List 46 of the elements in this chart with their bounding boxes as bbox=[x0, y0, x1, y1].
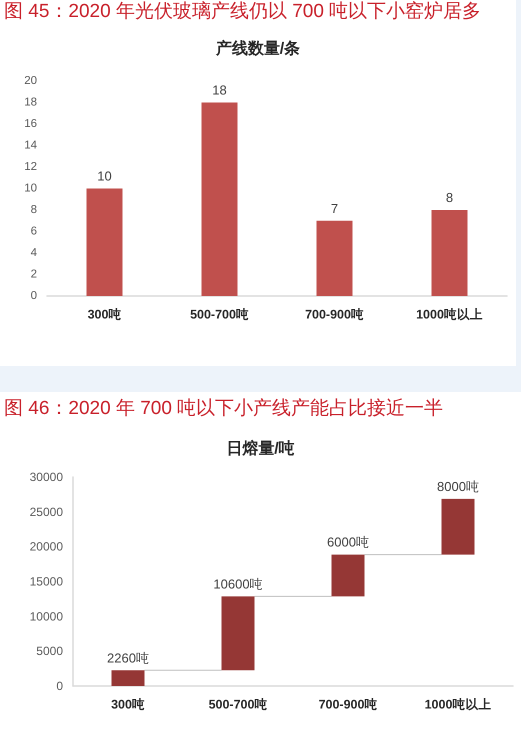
bar bbox=[202, 102, 238, 296]
x-tick-label: 700-900吨 bbox=[318, 698, 378, 712]
data-label: 10600吨 bbox=[213, 576, 263, 592]
x-tick-label: 300吨 bbox=[88, 308, 122, 322]
y-tick-label: 16 bbox=[24, 118, 37, 130]
data-label: 10 bbox=[97, 168, 112, 184]
bar bbox=[112, 670, 144, 686]
y-tick-label: 0 bbox=[56, 679, 64, 693]
data-label: 7 bbox=[330, 200, 338, 216]
data-label: 18 bbox=[212, 82, 227, 98]
data-label: 8 bbox=[446, 190, 454, 205]
y-tick-label: 10000 bbox=[30, 609, 64, 624]
chart-subtitle: 日熔量/吨 bbox=[226, 440, 295, 458]
y-tick-label: 14 bbox=[24, 140, 38, 152]
data-label: 6000吨 bbox=[327, 534, 369, 550]
y-tick-label: 12 bbox=[24, 161, 37, 173]
data-label: 2260吨 bbox=[107, 650, 149, 666]
chart-title: 图 46：2020 年 700 吨以下小产线产能占比接近一半 bbox=[4, 398, 444, 419]
bar bbox=[86, 188, 122, 296]
chart-title: 图 45：2020 年光伏玻璃产线仍以 700 吨以下小窑炉居多 bbox=[4, 0, 482, 22]
y-tick-label: 5000 bbox=[36, 644, 64, 658]
y-tick-label: 4 bbox=[30, 247, 38, 259]
x-tick-label: 300吨 bbox=[111, 698, 145, 712]
x-tick-label: 700-900吨 bbox=[305, 308, 364, 322]
chart-subtitle: 产线数量/条 bbox=[214, 40, 300, 58]
y-tick-label: 0 bbox=[30, 290, 37, 302]
x-tick-label: 1000吨以上 bbox=[416, 308, 483, 322]
y-tick-label: 25000 bbox=[30, 504, 64, 519]
y-tick-label: 20000 bbox=[30, 540, 64, 554]
x-tick-label: 500-700吨 bbox=[190, 308, 249, 322]
bar bbox=[432, 210, 468, 296]
bar bbox=[222, 596, 254, 670]
y-tick-label: 18 bbox=[24, 96, 37, 108]
x-tick-label: 500-700吨 bbox=[208, 698, 268, 712]
bar bbox=[332, 554, 364, 596]
data-label: 8000吨 bbox=[437, 478, 479, 494]
y-tick-label: 6 bbox=[30, 226, 37, 238]
y-tick-label: 30000 bbox=[30, 470, 64, 484]
y-tick-label: 8 bbox=[30, 204, 37, 216]
x-tick-label: 1000吨以上 bbox=[424, 698, 492, 712]
bar bbox=[442, 498, 474, 555]
bar bbox=[316, 220, 352, 296]
y-tick-label: 15000 bbox=[30, 574, 64, 588]
y-tick-label: 20 bbox=[24, 75, 37, 87]
y-tick-label: 2 bbox=[30, 268, 37, 280]
y-tick-label: 10 bbox=[24, 182, 37, 194]
